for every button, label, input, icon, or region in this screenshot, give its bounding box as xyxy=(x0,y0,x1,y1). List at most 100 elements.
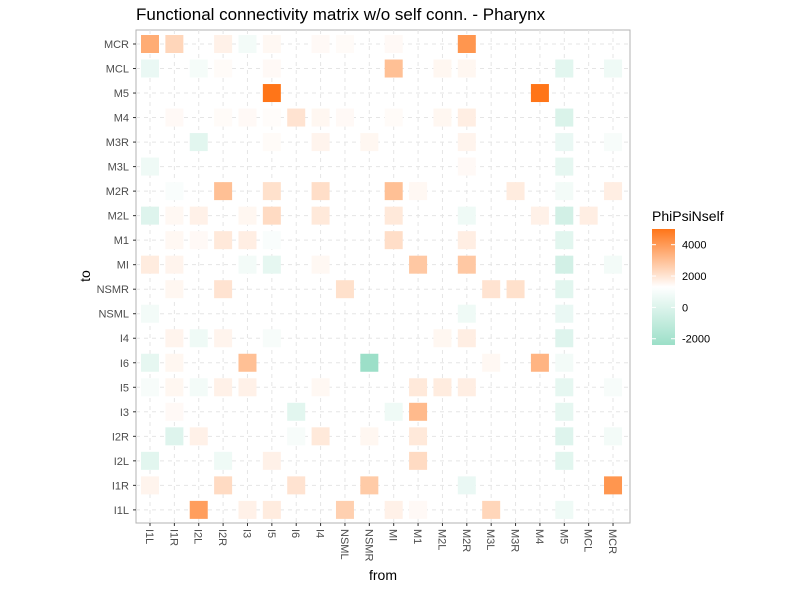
heatmap-cell xyxy=(141,255,159,274)
heatmap-cell xyxy=(287,427,306,446)
y-tick-label: M2R xyxy=(106,186,129,198)
x-tick-label: I6 xyxy=(289,529,301,538)
y-tick-label: NSMR xyxy=(97,284,129,296)
legend-tick-label: 4000 xyxy=(682,240,706,252)
heatmap-cell xyxy=(189,59,208,78)
heatmap-cell xyxy=(214,59,233,78)
x-tick-label: I2R xyxy=(216,529,228,546)
y-tick-label: MI xyxy=(117,260,129,272)
y-tick-label: I6 xyxy=(120,358,129,370)
y-axis-label: to xyxy=(77,270,93,282)
heatmap-cell xyxy=(555,353,574,372)
heatmap-cell xyxy=(311,206,330,225)
heatmap-cell xyxy=(189,329,208,348)
heatmap-cell xyxy=(141,451,159,470)
heatmap-cell xyxy=(555,378,574,397)
heatmap-cell xyxy=(555,255,574,274)
x-axis-ticks: I1L I1R I2L I2R I3 I5 I6 I4 NSML NSMR MI M1 M2L M2R M3… xyxy=(143,523,618,561)
heatmap-cell xyxy=(141,304,159,323)
heatmap-cell xyxy=(555,500,574,519)
heatmap-cell xyxy=(579,206,598,225)
y-tick-label: I5 xyxy=(120,382,129,394)
heatmap-cell xyxy=(335,108,354,127)
heatmap-cell xyxy=(457,206,476,225)
heatmap-cell xyxy=(311,427,330,446)
x-tick-label: M5 xyxy=(557,529,569,544)
heatmap-cell xyxy=(555,451,574,470)
plot-panel xyxy=(135,29,631,524)
heatmap-cell xyxy=(214,329,233,348)
x-tick-label: M2R xyxy=(460,529,472,552)
heatmap-cell xyxy=(555,182,574,201)
y-tick-label: I1L xyxy=(114,505,129,517)
chart-title: Functional connectivity matrix w/o self … xyxy=(136,5,546,24)
x-tick-label: M2L xyxy=(435,529,447,550)
heatmap-cell xyxy=(311,108,330,127)
heatmap-cell xyxy=(409,402,428,421)
y-axis-ticks: MCR MCL M5 M4 M3R M3L M2R M2L M1 MI NSMR NSML I4 I6 I5… xyxy=(97,39,136,517)
heatmap-cell xyxy=(384,35,403,53)
heatmap-cell xyxy=(214,451,233,470)
heatmap-cells xyxy=(141,35,623,519)
heatmap-cell xyxy=(262,231,281,250)
heatmap-cell xyxy=(384,231,403,250)
legend-tick-label: -2000 xyxy=(682,334,710,346)
y-tick-label: I3 xyxy=(120,407,129,419)
legend-tick-label: 2000 xyxy=(682,271,706,283)
heatmap-cell xyxy=(141,353,159,372)
heatmap-cell xyxy=(409,378,428,397)
heatmap-cell xyxy=(457,133,476,152)
heatmap-cell xyxy=(165,231,184,250)
x-tick-label: I5 xyxy=(265,529,277,538)
heatmap-cell xyxy=(457,304,476,323)
heatmap-cell xyxy=(384,402,403,421)
heatmap-cell xyxy=(238,206,257,225)
heatmap-cell xyxy=(433,378,452,397)
heatmap-cell xyxy=(555,427,574,446)
heatmap-cell xyxy=(384,182,403,201)
heatmap-cell xyxy=(214,35,233,53)
heatmap-cell xyxy=(214,182,233,201)
heatmap-cell xyxy=(604,378,623,397)
heatmap-cell xyxy=(189,133,208,152)
x-tick-label: MCL xyxy=(582,529,594,552)
x-tick-label: M4 xyxy=(533,529,545,544)
heatmap-cell xyxy=(335,35,354,53)
y-tick-label: I2L xyxy=(114,456,129,468)
heatmap-cell xyxy=(457,231,476,250)
heatmap-cell xyxy=(262,500,281,519)
heatmap-cell xyxy=(482,500,501,519)
heatmap-cell xyxy=(457,108,476,127)
heatmap-cell xyxy=(555,304,574,323)
heatmap-cell xyxy=(433,108,452,127)
heatmap-cell xyxy=(604,255,623,274)
x-tick-label: I1R xyxy=(167,529,179,546)
x-tick-label: NSML xyxy=(338,529,350,560)
heatmap-cell xyxy=(141,206,159,225)
heatmap-cell xyxy=(457,329,476,348)
y-tick-label: MCR xyxy=(104,39,129,51)
heatmap-cell xyxy=(189,427,208,446)
heatmap-cell xyxy=(335,500,354,519)
heatmap-cell xyxy=(384,500,403,519)
heatmap-cell xyxy=(555,402,574,421)
heatmap-cell xyxy=(457,35,476,53)
heatmap-cell xyxy=(165,329,184,348)
y-tick-label: M4 xyxy=(114,113,129,125)
heatmap-cell xyxy=(457,59,476,78)
heatmap-cell xyxy=(409,255,428,274)
heatmap-cell xyxy=(604,427,623,446)
heatmap-cell xyxy=(165,35,184,53)
heatmap-cell xyxy=(530,84,549,103)
heatmap-cell xyxy=(141,157,159,176)
x-tick-label: M3L xyxy=(484,529,496,550)
heatmap-cell xyxy=(482,353,501,372)
heatmap-cell xyxy=(262,451,281,470)
heatmap-cell xyxy=(530,206,549,225)
heatmap-cell xyxy=(409,500,428,519)
heatmap-cell xyxy=(141,378,159,397)
y-tick-label: I2R xyxy=(112,431,129,443)
x-tick-label: M1 xyxy=(411,529,423,544)
heatmap-cell xyxy=(165,206,184,225)
heatmap-cell xyxy=(214,476,233,495)
